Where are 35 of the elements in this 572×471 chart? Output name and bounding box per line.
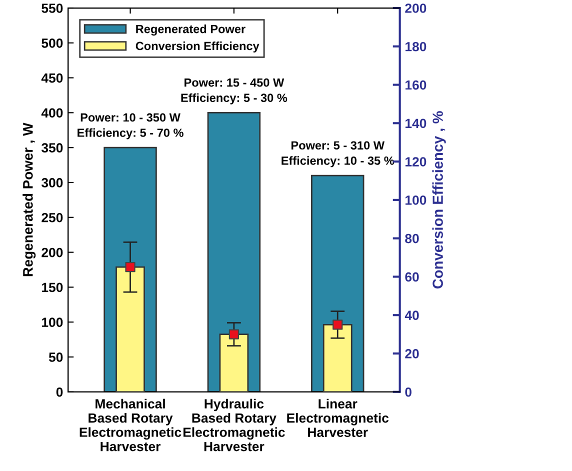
y-tick-label: 0 bbox=[56, 387, 63, 397]
point bbox=[125, 262, 136, 272]
y2-tick-label: 0 bbox=[405, 387, 412, 397]
y-tick-label: 100 bbox=[42, 318, 63, 327]
y-tick-label: 200 bbox=[42, 248, 63, 258]
y2-tick-label: 200 bbox=[405, 4, 426, 13]
y-axis-title: Regenerated Power , W bbox=[22, 122, 36, 276]
y2-tick-label: 20 bbox=[405, 349, 419, 358]
point bbox=[228, 329, 240, 340]
y2-tick-label: 180 bbox=[406, 42, 426, 52]
x-tick-label: Linear Electromagnetic Harvester bbox=[287, 398, 389, 437]
y-tick-label: 500 bbox=[42, 38, 63, 48]
y2-tick-label: 140 bbox=[406, 118, 426, 128]
y2-tick-label: 40 bbox=[404, 310, 419, 320]
y2-tick-label: 120 bbox=[406, 157, 426, 166]
x-tick-label: Mechanical Based Rotary Electromagnetic Harvester bbox=[80, 398, 182, 452]
y2-tick-label: 60 bbox=[405, 272, 419, 282]
annotation: Power: 15 - 450 W Efficiency: 5 - 30 % bbox=[181, 78, 288, 104]
y2-axis-title: Conversion Efficiency , % bbox=[432, 111, 446, 288]
y-tick-label: 400 bbox=[41, 108, 63, 118]
annotation: Power: 10 - 350 W Efficiency: 5 - 70 % bbox=[78, 113, 184, 140]
y-tick-label: 450 bbox=[41, 73, 63, 83]
y-tick-label: 50 bbox=[48, 352, 63, 362]
y2-tick-label: 160 bbox=[406, 80, 426, 90]
y-tick-label: 550 bbox=[42, 4, 63, 13]
y2-tick-label: 100 bbox=[406, 196, 426, 205]
y-tick-label: 250 bbox=[42, 212, 63, 222]
y-tick-label: 350 bbox=[42, 143, 63, 153]
point bbox=[332, 320, 343, 330]
y-tick-label: 150 bbox=[42, 282, 63, 292]
legend-label: Conversion Efficiency bbox=[136, 41, 260, 52]
x-tick-label: Hydraulic Based Rotary Electromagnetic Harvester bbox=[184, 398, 285, 452]
y-tick-label: 300 bbox=[42, 178, 63, 188]
legend-label: Regenerated Power bbox=[136, 24, 246, 36]
y2-tick-label: 80 bbox=[405, 234, 419, 244]
